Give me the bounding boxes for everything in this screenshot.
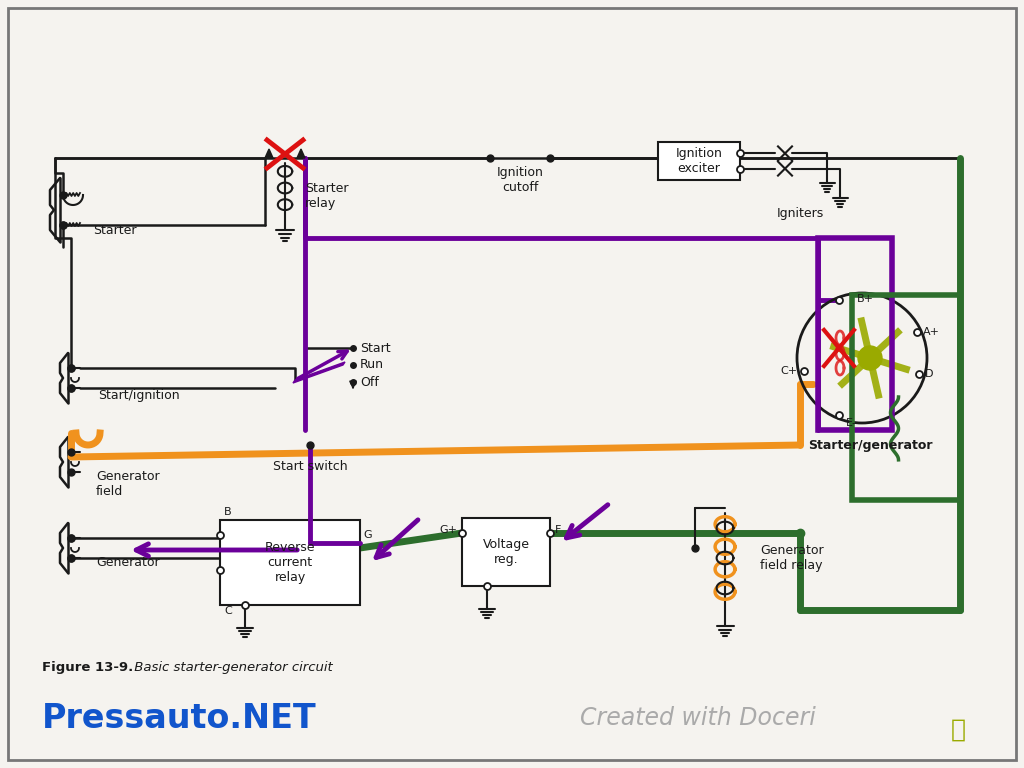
Text: Start/ignition: Start/ignition (98, 389, 179, 402)
Text: Run: Run (360, 359, 384, 372)
Text: G: G (364, 530, 373, 540)
Bar (462, 518, 550, 586)
Polygon shape (265, 149, 273, 158)
Text: Starter: Starter (93, 223, 136, 237)
Text: E-: E- (846, 419, 857, 429)
Text: Starter
relay: Starter relay (305, 182, 348, 210)
Text: C: C (224, 606, 231, 616)
Text: Basic starter-generator circuit: Basic starter-generator circuit (130, 661, 333, 674)
Text: Generator
field: Generator field (96, 470, 160, 498)
Text: D: D (926, 369, 934, 379)
Text: Generator
field relay: Generator field relay (760, 544, 823, 572)
Polygon shape (297, 149, 305, 158)
Text: B: B (224, 507, 231, 517)
Bar (658, 142, 740, 180)
Text: Voltage
reg.: Voltage reg. (482, 538, 529, 566)
Text: Start: Start (360, 342, 390, 355)
Text: Pressauto.NET: Pressauto.NET (42, 701, 316, 734)
Text: Start switch: Start switch (272, 461, 347, 474)
Bar (852, 295, 961, 500)
Circle shape (858, 346, 882, 370)
Text: ✋: ✋ (950, 718, 966, 742)
Text: A+: A+ (924, 327, 940, 337)
Text: Figure 13-9.: Figure 13-9. (42, 661, 133, 674)
Text: Generator: Generator (96, 557, 160, 570)
Text: Created with Doceri: Created with Doceri (580, 706, 816, 730)
Text: F: F (555, 525, 561, 535)
Text: Starter/generator: Starter/generator (808, 439, 932, 452)
Text: Ignition
exciter: Ignition exciter (676, 147, 723, 175)
Text: C+: C+ (780, 366, 798, 376)
Text: Ignition
cutoff: Ignition cutoff (497, 166, 544, 194)
Text: G+: G+ (439, 525, 457, 535)
Polygon shape (293, 362, 345, 383)
Text: Off: Off (360, 376, 379, 389)
Text: Igniters: Igniters (776, 207, 823, 220)
Bar (818, 238, 892, 430)
Text: Reverse
current
relay: Reverse current relay (265, 541, 315, 584)
Bar (220, 520, 360, 605)
Text: B+: B+ (857, 294, 874, 304)
